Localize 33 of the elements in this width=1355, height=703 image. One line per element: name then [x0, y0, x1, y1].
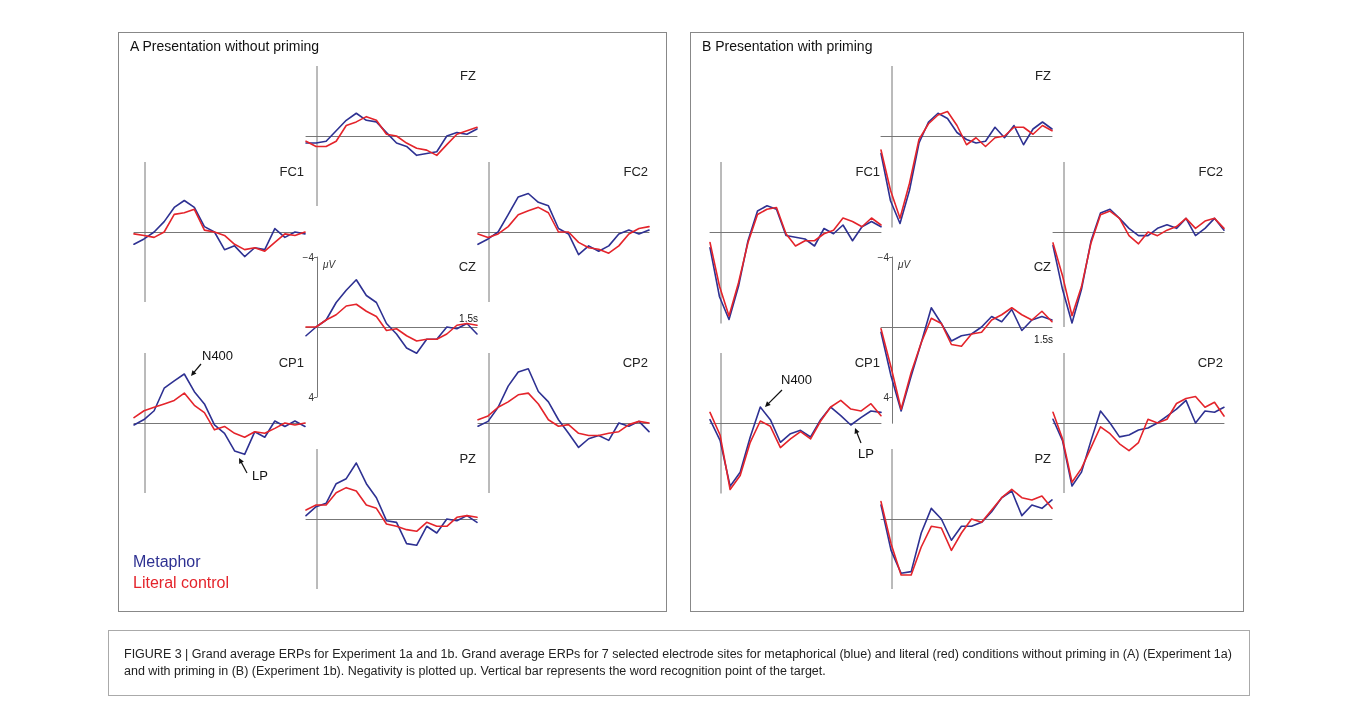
line-series — [305, 303, 478, 342]
chart-title: CP2 — [622, 355, 649, 370]
text: N400 — [781, 372, 813, 387]
chart-title: FC1 — [855, 164, 880, 179]
chart-title: CZ — [1033, 259, 1052, 274]
y-tick-label: 4 — [308, 391, 315, 403]
text: Literal control — [133, 573, 230, 592]
annotation: LP — [858, 446, 874, 461]
chart-title: CP1 — [278, 355, 305, 370]
chart-title: FZ — [460, 68, 477, 83]
chart-title: FC2 — [1198, 164, 1223, 179]
text: LP — [252, 468, 268, 483]
text: Metaphor — [133, 552, 201, 571]
y-axis-title: μV — [897, 258, 912, 270]
chart-title: FZ — [1035, 68, 1052, 83]
chart-title: FC1 — [279, 164, 304, 179]
chart-title: CP1 — [854, 355, 881, 370]
chart-title: CZ — [458, 259, 477, 274]
y-axis-title: μV — [322, 258, 337, 270]
chart-subtitle: B Presentation with priming — [702, 38, 873, 54]
text: N400 — [202, 348, 234, 363]
y-tick-label: 4 — [883, 391, 890, 403]
y-tick-label: −4 — [877, 251, 890, 263]
chart-title: CP2 — [1197, 355, 1224, 370]
line-series — [305, 278, 478, 355]
chart-title: PZ — [459, 451, 477, 466]
annotation: 1.5s — [459, 312, 478, 326]
annotation: 1.5s — [1034, 333, 1053, 347]
chart-subtitle: A Presentation without priming — [130, 38, 320, 54]
caption: FIGURE 3 | Grand average ERPs for Experiment 1a and 1b. Grand average ERPs for 7 selected electrode sites for metaphorical (blue) and literal (red) conditions without priming in (A) (Experiment 1a) and with priming in (B) (Experiment 1b). Negativity is plotted up. Vertical bar represents the word recognition point of the target. — [124, 646, 1233, 680]
chart-title: PZ — [1034, 451, 1052, 466]
chart-title: FC2 — [623, 164, 648, 179]
y-tick-label: −4 — [302, 251, 315, 263]
